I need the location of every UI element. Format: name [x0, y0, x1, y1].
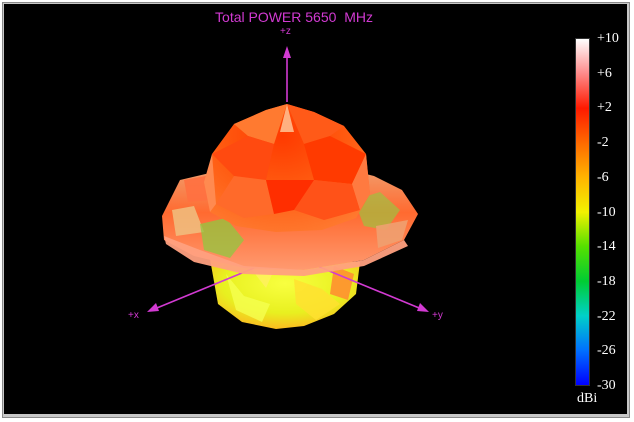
y-axis-label: +y [432, 310, 443, 321]
color-scale-tick-label: +10 [597, 31, 619, 46]
color-scale-tick-label: -30 [597, 378, 616, 393]
x-arrowhead [147, 303, 159, 312]
color-scale-tick-label: -22 [597, 308, 616, 324]
main-lobe-top [204, 104, 370, 232]
radiation-pattern-3d-plot[interactable] [4, 4, 627, 414]
color-scale-unit-label: dBi [577, 391, 598, 406]
radiation-pattern-viewport[interactable]: Total POWER 5650 MHz +z +x +y +10 +6 +2 -2 -… [4, 4, 627, 414]
color-scale-tick-label: -2 [597, 135, 609, 151]
color-scale-tick-label: -26 [597, 343, 616, 359]
x-axis-label: +x [128, 310, 139, 321]
z-axis-label: +z [280, 26, 291, 37]
color-scale-tick-label: -6 [597, 169, 609, 185]
color-scale-tick-label: -10 [597, 204, 616, 220]
color-scale-tick-label: -18 [597, 273, 616, 289]
plot-title: Total POWER 5650 MHz [215, 9, 373, 25]
dbi-color-scale-bar [575, 38, 590, 386]
color-scale-tick-label: -14 [597, 239, 616, 255]
color-scale-tick-label: +6 [597, 65, 612, 81]
z-arrowhead [283, 46, 291, 58]
color-scale-tick-label: +2 [597, 100, 612, 116]
lower-lobe [210, 259, 360, 329]
y-arrowhead [417, 303, 429, 312]
axis-arrowheads [147, 46, 429, 312]
